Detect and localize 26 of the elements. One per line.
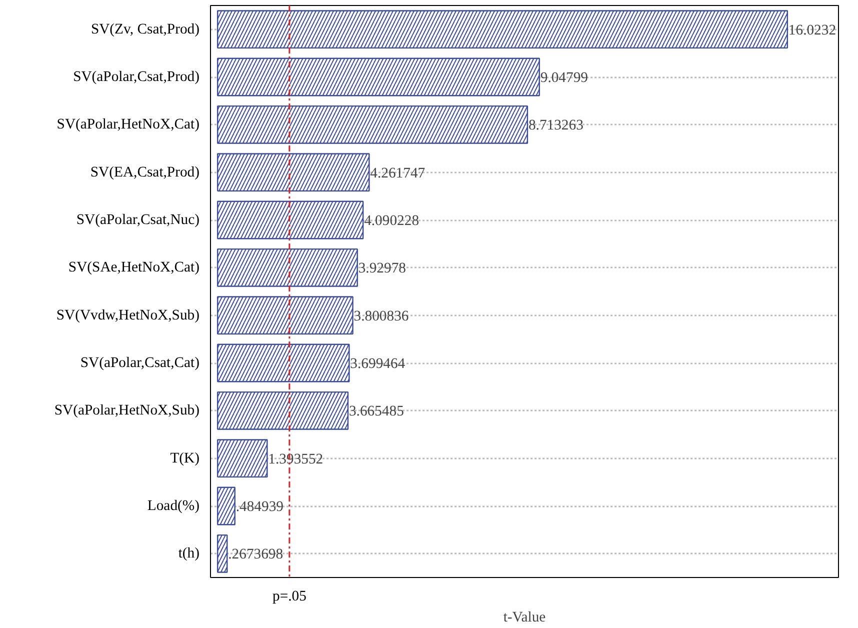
ref-line-label: p=.05 bbox=[272, 588, 306, 604]
data-label: 3.800836 bbox=[354, 308, 409, 324]
y-tick-label: Load(%) bbox=[147, 498, 200, 514]
data-label: 8.713263 bbox=[528, 118, 584, 134]
data-label: 3.92978 bbox=[358, 260, 406, 277]
x-axis-title: t-Value bbox=[503, 610, 546, 626]
y-tick-label: SV(Zv, Csat,Prod) bbox=[90, 21, 200, 38]
y-tick-label: SV(aPolar,Csat,Prod) bbox=[73, 69, 200, 85]
data-label: .2673698 bbox=[228, 546, 284, 563]
data-label: 4.261747 bbox=[370, 165, 426, 182]
data-label: 3.665485 bbox=[348, 404, 404, 420]
data-label: 3.699464 bbox=[350, 356, 406, 372]
data-label: .484939 bbox=[236, 499, 284, 515]
y-tick-label: t(h) bbox=[178, 546, 200, 562]
data-label: 9.04799 bbox=[540, 70, 588, 86]
data-label: 16.0232 bbox=[788, 22, 836, 38]
y-tick-label: SV(Vvdw,HetNoX,Sub) bbox=[56, 307, 200, 324]
y-tick-label: SV(aPolar,HetNoX,Sub) bbox=[54, 402, 200, 419]
y-tick-label: SV(EA,Csat,Prod) bbox=[90, 164, 200, 180]
data-label: 1.393552 bbox=[268, 451, 324, 468]
y-tick-label: T(K) bbox=[170, 450, 200, 466]
y-tick-label: SV(aPolar,HetNoX,Cat) bbox=[56, 116, 200, 133]
y-tick-label: SV(aPolar,Csat,Nuc) bbox=[76, 212, 200, 228]
y-tick-label: SV(SAe,HetNoX,Cat) bbox=[68, 260, 200, 276]
y-tick-label: SV(aPolar,Csat,Cat) bbox=[80, 355, 200, 371]
data-label: 4.090228 bbox=[364, 213, 420, 229]
